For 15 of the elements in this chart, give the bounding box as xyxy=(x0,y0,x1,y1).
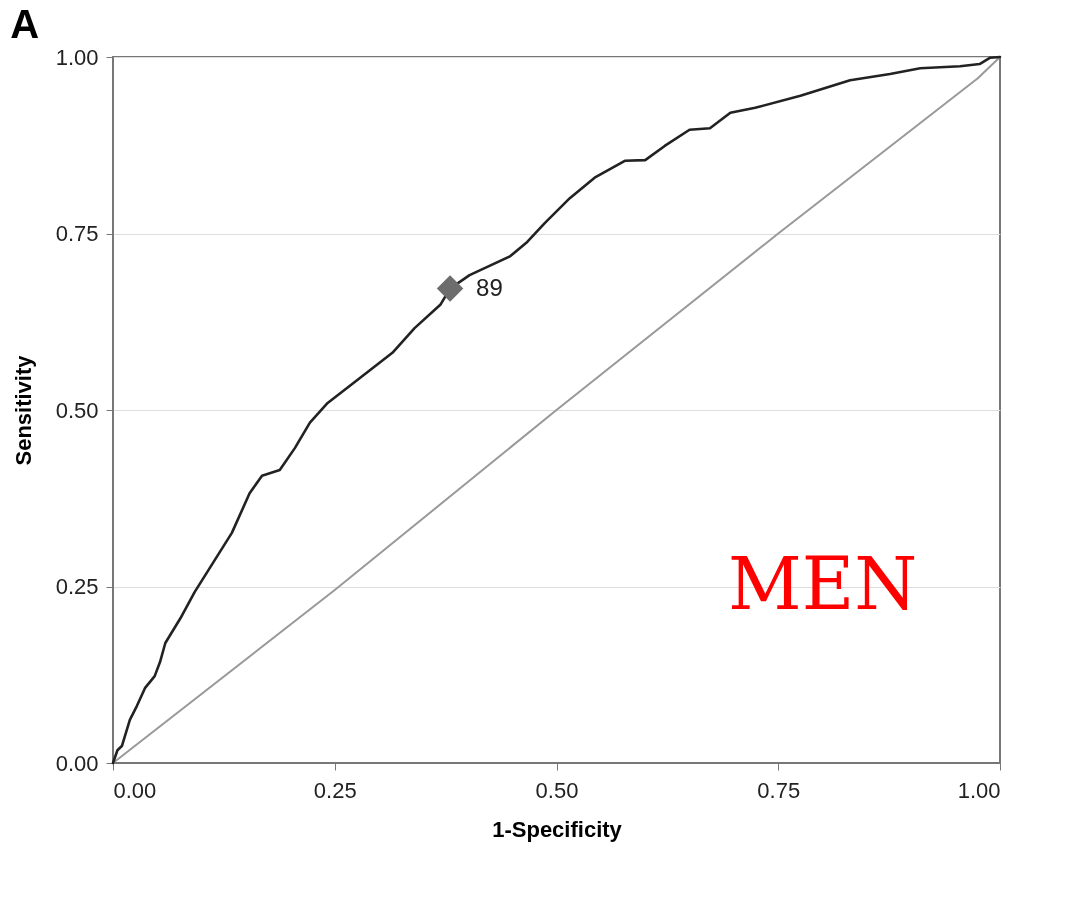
x-tick-label: 0.50 xyxy=(535,777,579,803)
x-tick-label: 1.00 xyxy=(957,777,1001,803)
annotation: MEN xyxy=(727,541,918,626)
annotation: 89 xyxy=(476,273,503,301)
y-tick-label: 0.25 xyxy=(55,574,99,599)
x-axis-title: 1-Specificity xyxy=(492,816,623,842)
y-tick-label: 1.00 xyxy=(55,44,99,70)
chart-title: A xyxy=(10,2,40,46)
x-tick-label: 0.75 xyxy=(757,777,801,803)
y-tick-label: 0.00 xyxy=(55,750,99,776)
y-tick-label: 0.50 xyxy=(55,397,99,423)
y-axis-title: Sensitivity xyxy=(10,354,36,466)
x-tick-label: 0.25 xyxy=(313,777,357,803)
x-tick-label: 0.00 xyxy=(113,777,157,803)
y-tick-label: 0.75 xyxy=(55,221,99,246)
